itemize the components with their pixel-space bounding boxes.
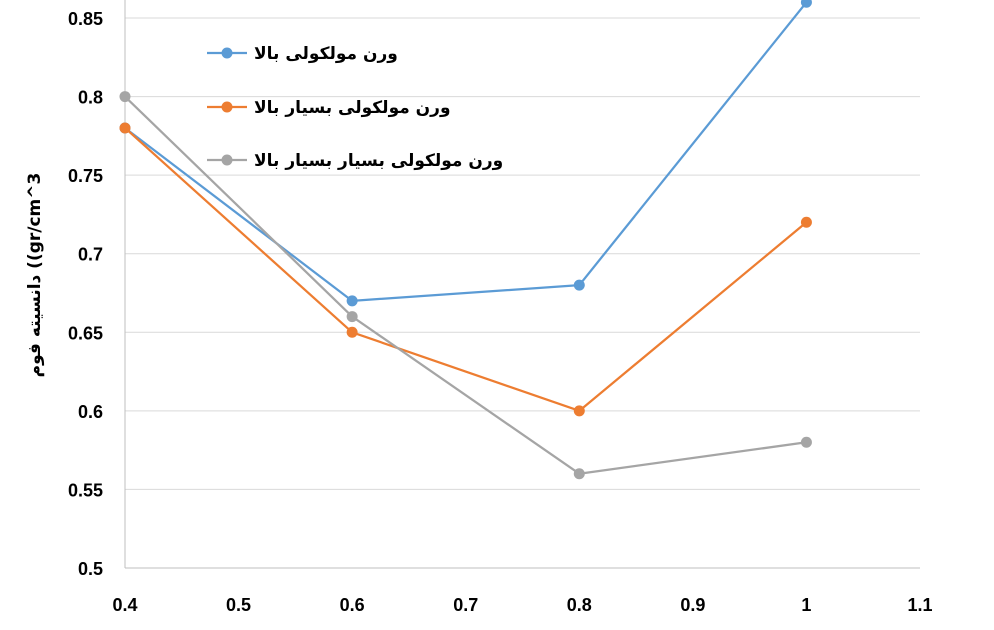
x-tick-label: 0.6 bbox=[340, 595, 365, 615]
data-point bbox=[800, 216, 812, 228]
y-tick-label: 0.85 bbox=[68, 9, 103, 29]
legend-label: ورن مولکولی بسیار بالا bbox=[254, 98, 451, 118]
data-point bbox=[573, 279, 585, 291]
x-tick-label: 0.7 bbox=[453, 595, 478, 615]
legend-label: ورن مولکولی بسیار بسیار بالا bbox=[254, 151, 503, 171]
data-point bbox=[119, 122, 131, 134]
x-tick-labels: 0.4 0.5 0.6 0.7 0.8 0.9 1 1.1 bbox=[112, 595, 932, 615]
data-point bbox=[346, 311, 358, 323]
y-tick-label: 0.6 bbox=[78, 402, 103, 422]
data-point bbox=[346, 326, 358, 338]
y-tick-label: 0.75 bbox=[68, 166, 103, 186]
series-line bbox=[124, 127, 808, 412]
x-tick-label: 0.5 bbox=[226, 595, 251, 615]
data-point bbox=[800, 0, 812, 8]
x-tick-label: 0.4 bbox=[112, 595, 137, 615]
data-point bbox=[573, 468, 585, 480]
series-line bbox=[124, 1, 808, 302]
x-tick-label: 1 bbox=[801, 595, 811, 615]
gridlines bbox=[125, 17, 920, 490]
legend-marker bbox=[221, 47, 233, 59]
y-tick-label: 0.65 bbox=[68, 323, 103, 343]
data-point bbox=[119, 91, 131, 103]
legend: ورن مولکولی بالا ورن مولکولی بسیار بالا ور… bbox=[207, 44, 503, 171]
legend-marker bbox=[221, 154, 233, 166]
x-tick-label: 1.1 bbox=[907, 595, 932, 615]
series-lines bbox=[119, 0, 812, 480]
legend-label: ورن مولکولی بالا bbox=[254, 44, 398, 64]
y-tick-label: 0.5 bbox=[78, 559, 103, 579]
data-point bbox=[573, 405, 585, 417]
y-axis-label: دانسیته فوم ((gr/cm^3 bbox=[25, 173, 45, 378]
x-tick-label: 0.9 bbox=[680, 595, 705, 615]
axes bbox=[124, 0, 920, 569]
data-point bbox=[346, 295, 358, 307]
y-tick-label: 0.7 bbox=[78, 245, 103, 265]
legend-marker bbox=[221, 101, 233, 113]
series-line bbox=[124, 95, 807, 475]
y-tick-label: 0.8 bbox=[78, 88, 103, 108]
y-tick-labels: 0.5 0.55 0.6 0.65 0.7 0.75 0.8 0.85 bbox=[68, 9, 103, 579]
y-tick-label: 0.55 bbox=[68, 480, 103, 500]
data-point bbox=[800, 436, 812, 448]
x-tick-label: 0.8 bbox=[567, 595, 592, 615]
